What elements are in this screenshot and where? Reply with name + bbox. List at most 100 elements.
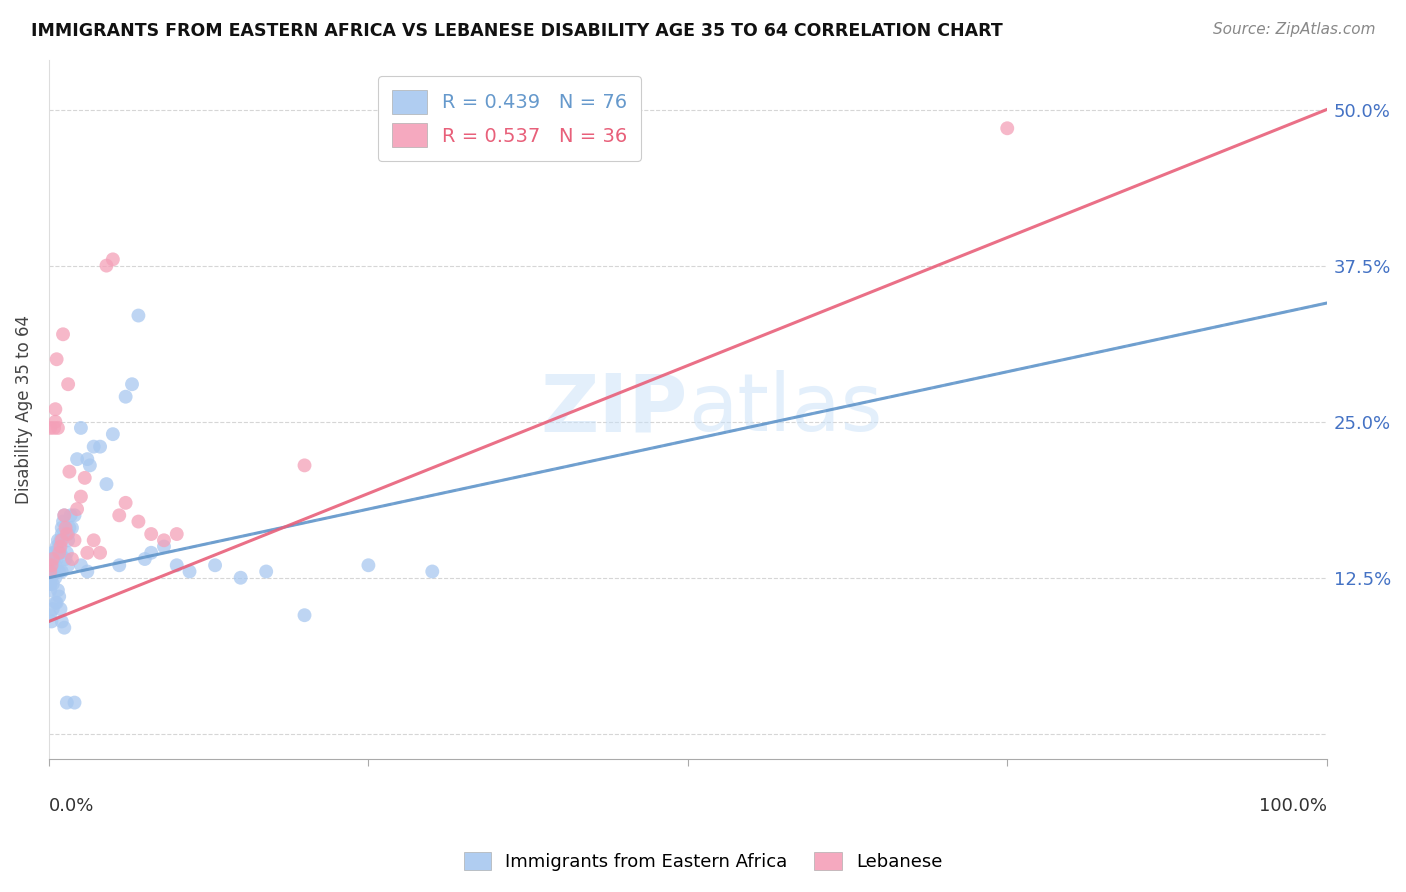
- Point: [79, 458, 101, 473]
- Y-axis label: Disability Age 35 to 64: Disability Age 35 to 64: [15, 315, 32, 504]
- Point: [254, 565, 277, 579]
- Point: [39, 583, 62, 598]
- Point: [42, 602, 65, 616]
- Point: [46, 546, 69, 560]
- Point: [42, 552, 65, 566]
- Point: [166, 527, 188, 541]
- Point: [127, 309, 149, 323]
- Point: [204, 558, 226, 573]
- Point: [39, 565, 62, 579]
- Point: [141, 546, 163, 560]
- Point: [51, 565, 73, 579]
- Point: [44, 415, 66, 429]
- Point: [44, 402, 66, 417]
- Point: [48, 546, 70, 560]
- Point: [53, 621, 76, 635]
- Point: [56, 533, 79, 548]
- Point: [70, 421, 93, 435]
- Point: [42, 558, 65, 573]
- Point: [44, 546, 66, 560]
- Point: [121, 377, 143, 392]
- Point: [89, 440, 111, 454]
- Point: [55, 552, 77, 566]
- Point: [51, 615, 73, 629]
- Point: [45, 552, 67, 566]
- Point: [42, 552, 65, 566]
- Point: [39, 577, 62, 591]
- Point: [166, 558, 188, 573]
- Point: [49, 602, 72, 616]
- Point: [66, 502, 89, 516]
- Point: [59, 508, 82, 523]
- Point: [58, 465, 80, 479]
- Point: [41, 558, 63, 573]
- Point: [153, 533, 176, 548]
- Point: [83, 533, 105, 548]
- Point: [49, 533, 72, 548]
- Point: [46, 421, 69, 435]
- Text: 100.0%: 100.0%: [1258, 797, 1327, 815]
- Point: [42, 565, 65, 579]
- Point: [60, 521, 83, 535]
- Point: [63, 696, 86, 710]
- Point: [96, 477, 118, 491]
- Point: [96, 259, 118, 273]
- Point: [56, 696, 79, 710]
- Point: [357, 558, 380, 573]
- Point: [53, 508, 76, 523]
- Point: [56, 527, 79, 541]
- Text: atlas: atlas: [688, 370, 882, 448]
- Point: [294, 458, 316, 473]
- Point: [56, 527, 79, 541]
- Point: [89, 546, 111, 560]
- Point: [76, 565, 98, 579]
- Point: [70, 490, 93, 504]
- Point: [76, 546, 98, 560]
- Point: [63, 508, 86, 523]
- Point: [52, 327, 75, 342]
- Point: [41, 615, 63, 629]
- Point: [76, 452, 98, 467]
- Text: 0.0%: 0.0%: [49, 797, 94, 815]
- Point: [45, 540, 67, 554]
- Point: [46, 565, 69, 579]
- Point: [41, 552, 63, 566]
- Point: [83, 440, 105, 454]
- Point: [63, 533, 86, 548]
- Point: [44, 558, 66, 573]
- Point: [141, 527, 163, 541]
- Point: [114, 496, 136, 510]
- Point: [66, 452, 89, 467]
- Point: [101, 427, 124, 442]
- Point: [58, 521, 80, 535]
- Legend: Immigrants from Eastern Africa, Lebanese: Immigrants from Eastern Africa, Lebanese: [457, 845, 949, 879]
- Point: [41, 571, 63, 585]
- Point: [44, 571, 66, 585]
- Point: [48, 540, 70, 554]
- Point: [39, 608, 62, 623]
- Point: [46, 583, 69, 598]
- Point: [45, 596, 67, 610]
- Point: [420, 565, 443, 579]
- Point: [108, 558, 131, 573]
- Point: [44, 596, 66, 610]
- Point: [56, 377, 79, 392]
- Point: [229, 571, 252, 585]
- Point: [153, 540, 176, 554]
- Point: [55, 521, 77, 535]
- Point: [73, 471, 96, 485]
- Point: [114, 390, 136, 404]
- Point: [101, 252, 124, 267]
- Text: ZIP: ZIP: [540, 370, 688, 448]
- Point: [179, 565, 201, 579]
- Point: [42, 421, 65, 435]
- Point: [127, 515, 149, 529]
- Point: [48, 590, 70, 604]
- Point: [39, 565, 62, 579]
- Point: [56, 558, 79, 573]
- Point: [39, 552, 62, 566]
- Point: [53, 508, 76, 523]
- Point: [45, 352, 67, 367]
- Point: [46, 533, 69, 548]
- Text: Source: ZipAtlas.com: Source: ZipAtlas.com: [1212, 22, 1375, 37]
